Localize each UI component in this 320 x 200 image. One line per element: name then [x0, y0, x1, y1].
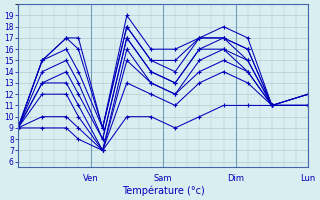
X-axis label: Température (°c): Température (°c)	[122, 185, 204, 196]
